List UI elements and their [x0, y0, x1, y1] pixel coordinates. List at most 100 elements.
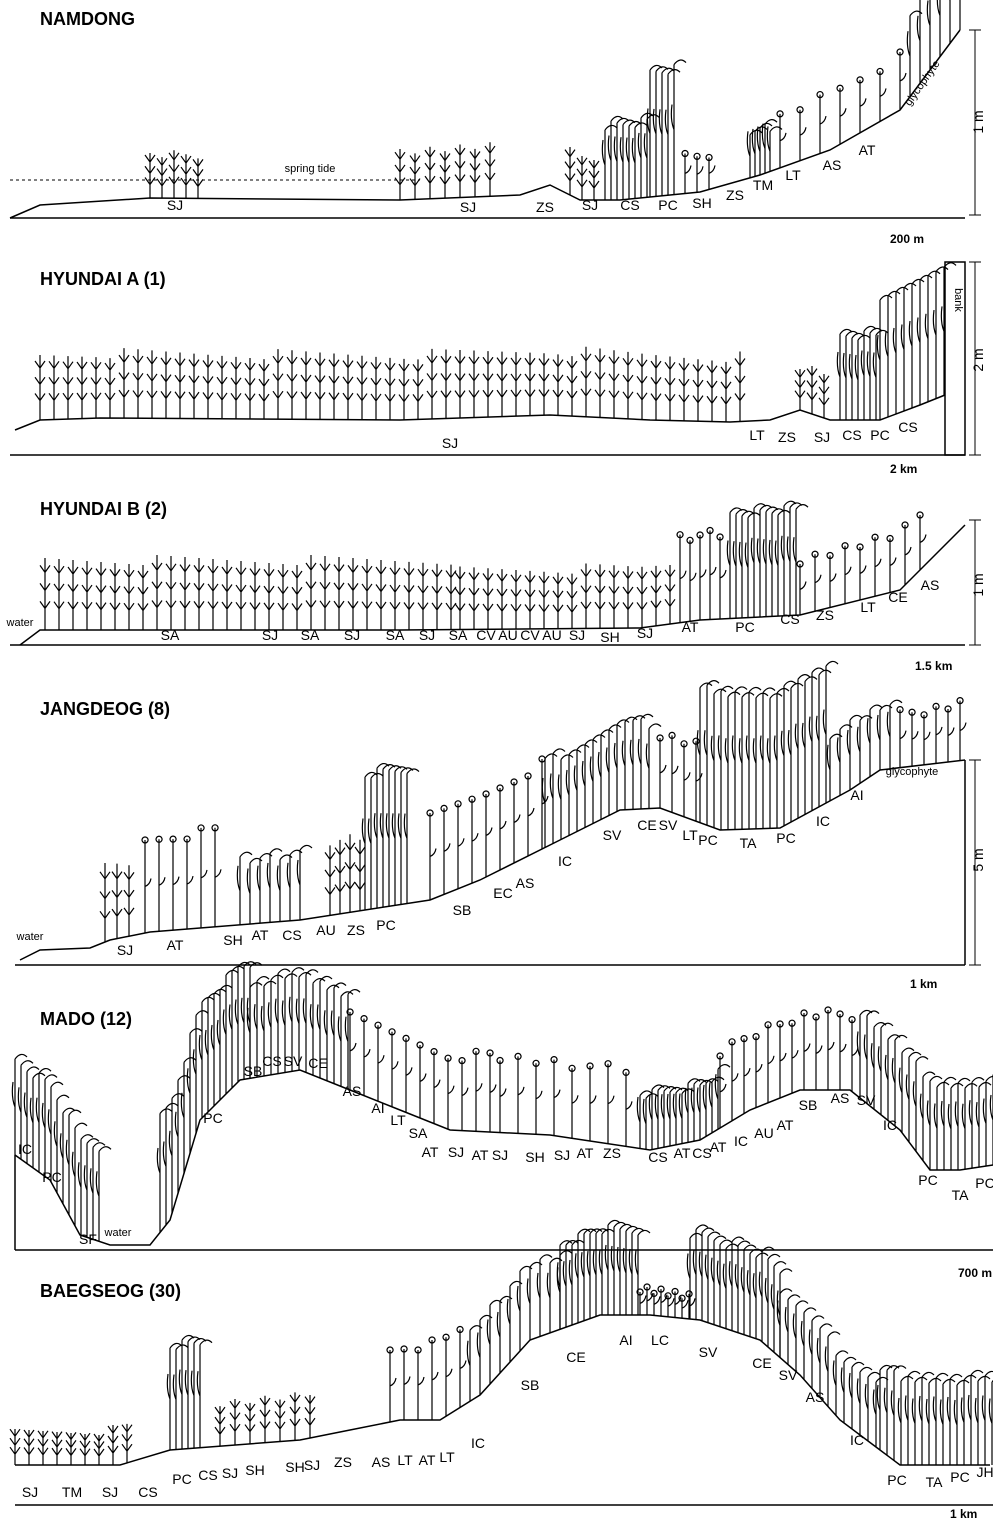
- plant: [455, 350, 465, 418]
- species-label: JH: [976, 1464, 993, 1480]
- species-label: ZS: [816, 607, 834, 623]
- plant: [841, 1357, 856, 1423]
- plant: [49, 356, 59, 420]
- plant: [575, 1229, 590, 1323]
- plant: [566, 750, 581, 836]
- plant: [124, 865, 134, 936]
- plant: [91, 357, 101, 418]
- plant: [275, 1400, 285, 1442]
- plant: [614, 720, 629, 812]
- panel-title: MADO (12): [40, 1009, 132, 1029]
- plant: [855, 335, 870, 420]
- species-label: CV: [476, 627, 496, 643]
- plant: [105, 358, 115, 418]
- plant: [842, 543, 851, 604]
- plant: [707, 361, 717, 422]
- plant: [819, 374, 829, 418]
- species-label: SH: [223, 932, 242, 948]
- plant: [368, 774, 383, 910]
- species-label: SA: [161, 627, 180, 643]
- plant: [789, 1020, 798, 1093]
- distance-label: 200 m: [890, 232, 924, 246]
- plant: [901, 283, 916, 411]
- plant: [157, 157, 167, 198]
- species-label: PC: [203, 1110, 222, 1126]
- species-label: ZS: [778, 429, 796, 445]
- plant: [760, 688, 775, 829]
- panel-title: BAEGSEOG (30): [40, 1281, 181, 1301]
- species-label: AT: [777, 1117, 794, 1133]
- plant: [774, 689, 789, 829]
- plant: [483, 568, 493, 629]
- plant: [657, 735, 666, 808]
- plant: [345, 990, 360, 1090]
- plant: [948, 1083, 963, 1170]
- plant: [193, 158, 203, 198]
- plant: [161, 351, 171, 418]
- plant: [553, 354, 563, 415]
- plant: [598, 730, 613, 820]
- species-label: AI: [371, 1100, 384, 1116]
- plant: [817, 92, 826, 154]
- plant: [511, 570, 521, 629]
- plant: [962, 1084, 977, 1170]
- species-label: IC: [471, 1435, 485, 1451]
- plant: [885, 1035, 900, 1121]
- plant: [837, 1011, 846, 1090]
- plant: [455, 801, 464, 889]
- plant: [66, 1432, 76, 1465]
- species-label: LT: [749, 427, 765, 443]
- species-label: PC: [975, 1175, 993, 1191]
- plant: [376, 560, 386, 630]
- plant: [721, 362, 731, 422]
- species-label: AS: [516, 875, 535, 891]
- species-label: AS: [806, 1389, 825, 1405]
- plant: [622, 717, 637, 810]
- plant: [665, 357, 675, 421]
- species-label: SV: [857, 1092, 876, 1108]
- species-label: CV: [520, 627, 540, 643]
- species-label: AT: [674, 1145, 691, 1161]
- species-label: SV: [659, 817, 678, 833]
- plant: [934, 1082, 949, 1170]
- plant: [739, 693, 754, 830]
- plant: [912, 1377, 927, 1465]
- species-label: SH: [525, 1149, 544, 1165]
- plant: [857, 1010, 872, 1098]
- species-label: PC: [950, 1469, 969, 1485]
- species-label: SA: [301, 627, 320, 643]
- plant: [54, 559, 64, 630]
- plant: [77, 357, 87, 419]
- species-label: IC: [816, 813, 830, 829]
- ground-profile: [15, 395, 945, 430]
- plant: [362, 559, 372, 630]
- species-label: AS: [372, 1454, 391, 1470]
- plant: [849, 1362, 864, 1429]
- plant: [837, 85, 846, 144]
- plant: [574, 745, 589, 832]
- plant: [581, 347, 591, 417]
- plant: [902, 522, 911, 585]
- plant: [638, 714, 653, 809]
- plant: [401, 1346, 410, 1420]
- species-label: SJ: [814, 429, 830, 445]
- species-label: SJ: [569, 627, 585, 643]
- plant: [567, 574, 577, 629]
- plant: [609, 350, 619, 418]
- plant: [873, 1377, 888, 1447]
- species-label: SH: [285, 1459, 304, 1475]
- distance-label: 2 km: [890, 462, 917, 476]
- plant: [957, 698, 966, 761]
- plant: [658, 1286, 667, 1316]
- plant: [539, 756, 548, 849]
- plant: [788, 683, 803, 822]
- plant: [525, 353, 535, 416]
- distance-label: 1 km: [950, 1507, 977, 1521]
- species-label: CE: [888, 589, 907, 605]
- plant: [446, 565, 456, 630]
- plant: [410, 153, 420, 199]
- species-label: AS: [831, 1090, 850, 1106]
- plant: [725, 692, 740, 830]
- species-label: CE: [308, 1055, 327, 1071]
- plant: [605, 1061, 614, 1144]
